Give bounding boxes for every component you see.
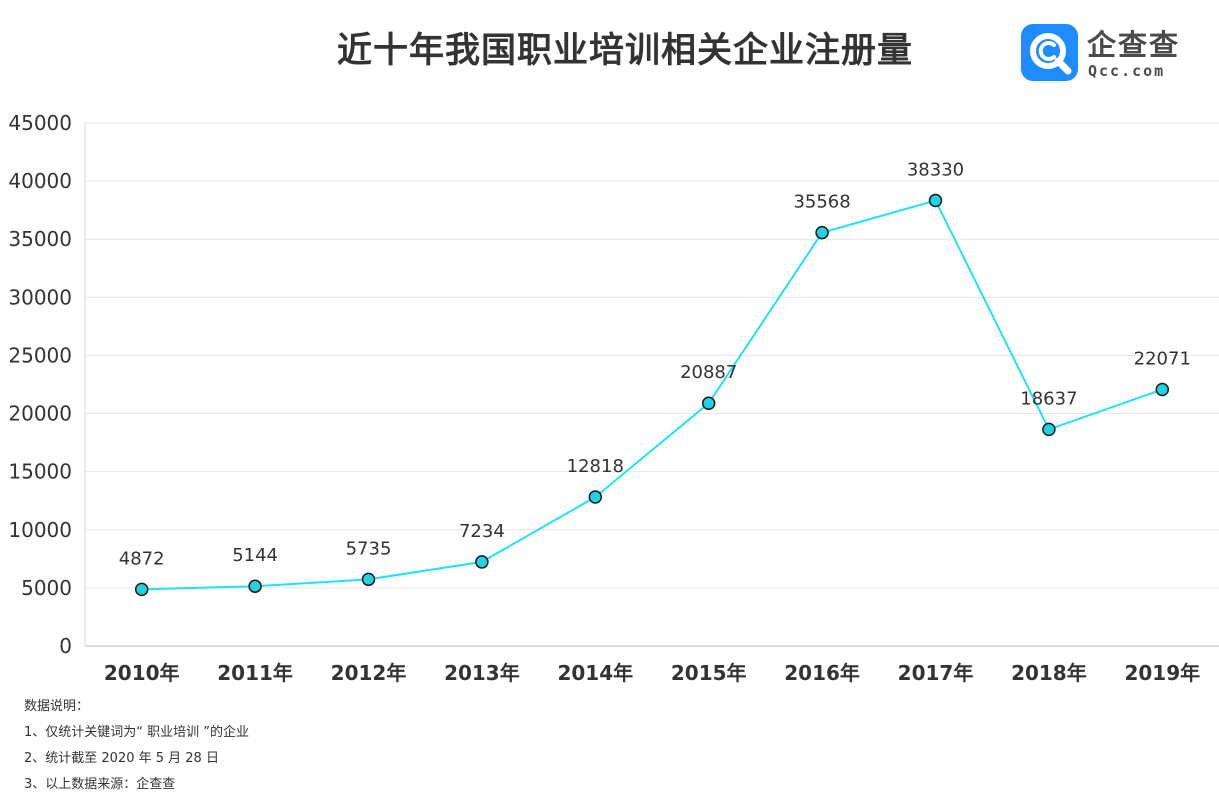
data-label: 5144 xyxy=(232,545,278,566)
chart-title: 近十年我国职业培训相关企业注册量 xyxy=(336,31,913,71)
y-tick-label: 20000 xyxy=(8,402,72,426)
x-tick-label: 2019年 xyxy=(1124,661,1200,685)
data-point xyxy=(1155,382,1170,397)
y-tick-label: 10000 xyxy=(8,518,72,542)
y-tick-label: 0 xyxy=(59,634,72,658)
x-tick-label: 2011年 xyxy=(217,661,293,685)
series-line xyxy=(141,199,1163,591)
data-point xyxy=(815,225,829,240)
notes-item: 1、仅统计关键词为“ 职业培训 ”的企业 xyxy=(24,725,250,740)
x-tick-label: 2018年 xyxy=(1011,661,1087,685)
logo-domain: Qcc.com xyxy=(1088,62,1166,80)
y-tick-label: 35000 xyxy=(8,227,72,251)
data-label: 38330 xyxy=(907,160,964,181)
data-label: 20887 xyxy=(680,362,737,383)
x-tick-label: 2012年 xyxy=(331,661,407,685)
x-tick-label: 2016年 xyxy=(784,661,860,685)
data-point xyxy=(1042,422,1056,437)
x-tick-label: 2014年 xyxy=(557,661,633,685)
y-tick-label: 25000 xyxy=(8,343,72,367)
y-tick-label: 40000 xyxy=(8,169,72,193)
y-tick-label: 45000 xyxy=(8,111,72,135)
x-tick-label: 2017年 xyxy=(898,661,974,685)
x-tick-label: 2013年 xyxy=(444,661,520,685)
line-chart: 0 5000 10000 15000 20000 25000 30000 35000 40000… xyxy=(8,111,1219,685)
x-tick-label: 2010年 xyxy=(104,661,180,685)
data-point xyxy=(248,579,262,593)
data-point xyxy=(475,555,489,569)
data-point xyxy=(134,582,149,597)
data-label: 7234 xyxy=(459,521,505,542)
logo-name: 企查查 xyxy=(1087,28,1181,62)
notes-item: 2、统计截至 2020 年 5 月 28 日 xyxy=(24,751,219,766)
data-label: 35568 xyxy=(793,192,850,213)
y-tick-label: 30000 xyxy=(8,285,72,309)
data-point xyxy=(928,193,943,208)
y-tick-label: 5000 xyxy=(21,576,72,600)
x-tick-label: 2015年 xyxy=(671,661,747,685)
data-point xyxy=(701,396,716,410)
data-point xyxy=(588,490,603,504)
notes-heading: 数据说明： xyxy=(24,699,90,714)
brand-logo: 企查查 Qcc.com xyxy=(1021,24,1201,84)
magnifier-c-icon xyxy=(1021,24,1078,81)
data-point xyxy=(361,572,376,587)
data-label: 22071 xyxy=(1134,348,1191,369)
data-label: 18637 xyxy=(1020,388,1077,409)
data-notes: 数据说明： 1、仅统计关键词为“ 职业培训 ”的企业 2、统计截至 2020 年… xyxy=(24,694,249,798)
data-label: 5735 xyxy=(346,538,392,559)
notes-item: 3、以上数据来源：企查查 xyxy=(24,777,176,792)
data-label: 12818 xyxy=(567,456,624,477)
data-label: 4872 xyxy=(119,548,165,569)
y-tick-label: 15000 xyxy=(8,460,72,484)
